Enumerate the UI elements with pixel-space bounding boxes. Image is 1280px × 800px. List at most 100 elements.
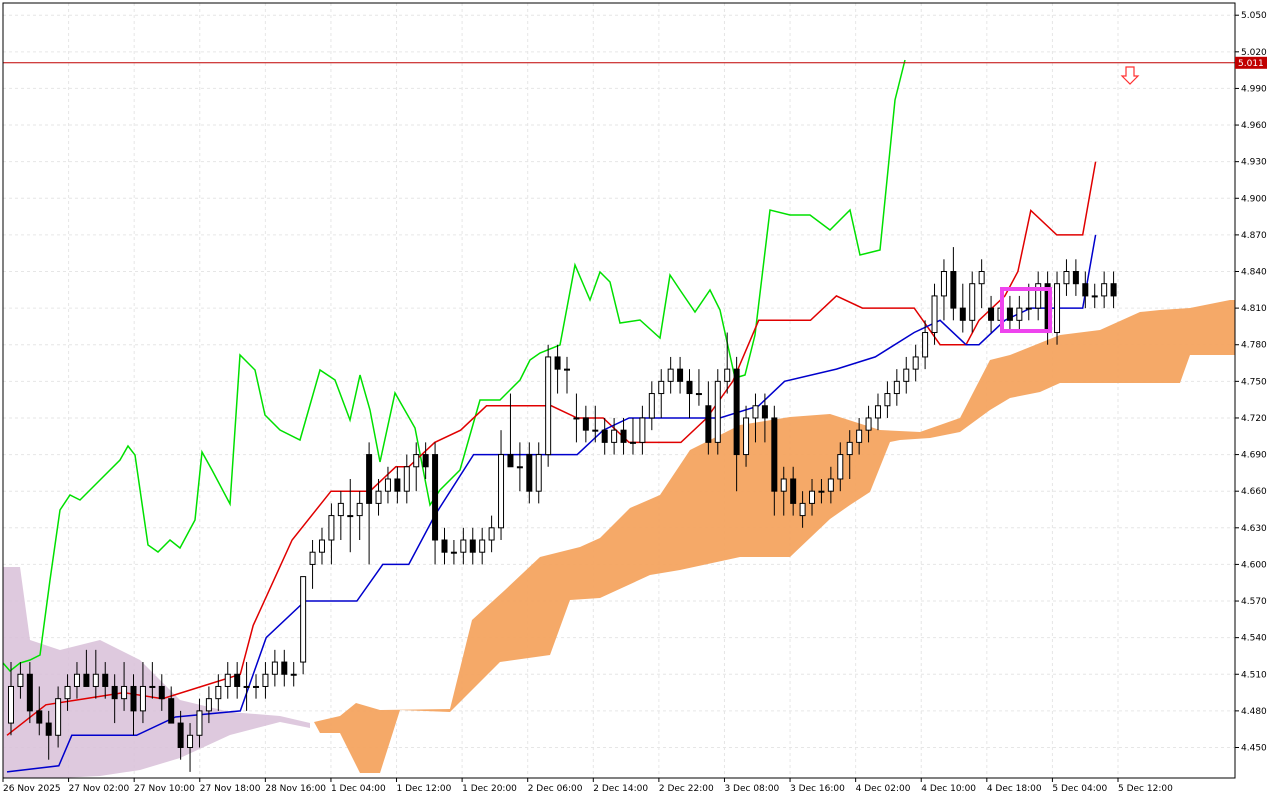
candle-down xyxy=(102,673,109,687)
highlight-box xyxy=(1000,287,1052,333)
candle-up xyxy=(903,368,910,382)
candle-up xyxy=(1016,307,1023,321)
x-tick-label: 1 Dec 20:00 xyxy=(462,784,517,794)
candle-down xyxy=(130,685,137,712)
x-tick-label: 5 Dec 04:00 xyxy=(1052,784,1107,794)
x-tick-label: 2 Dec 14:00 xyxy=(593,784,648,794)
kumo-bullish xyxy=(314,300,1235,773)
candle-up xyxy=(629,441,636,444)
candles xyxy=(8,247,1117,772)
y-tick-label: 4.600 xyxy=(1241,560,1267,570)
candle-up xyxy=(262,673,269,687)
candle-up xyxy=(139,685,146,712)
candle-up xyxy=(931,295,938,334)
candle-up xyxy=(884,393,891,407)
candle-up xyxy=(92,673,99,687)
candle-up xyxy=(912,356,919,370)
chikou-span-line xyxy=(2,59,906,673)
candle-up xyxy=(55,698,62,736)
candle-down xyxy=(554,356,561,370)
y-tick-label: 4.570 xyxy=(1241,597,1267,607)
candle-up xyxy=(564,368,570,371)
candle-up xyxy=(846,441,853,456)
y-tick-label: 4.780 xyxy=(1241,341,1267,351)
candle-up xyxy=(309,551,316,565)
gridlines xyxy=(2,3,1235,778)
candle-up xyxy=(1054,283,1061,334)
candle-up xyxy=(450,551,457,554)
candle-up xyxy=(818,490,825,493)
candle-up xyxy=(809,490,816,504)
candle-down xyxy=(469,539,476,553)
x-tick-label: 3 Dec 16:00 xyxy=(790,784,845,794)
candle-up xyxy=(413,454,420,468)
candle-up xyxy=(573,417,580,420)
current-price-label: 5.011 xyxy=(1238,59,1264,69)
candle-down xyxy=(620,429,627,443)
x-tick-label: 2 Dec 22:00 xyxy=(659,784,714,794)
candle-up xyxy=(940,271,947,297)
x-tick-label: 4 Dec 18:00 xyxy=(987,784,1042,794)
candle-up xyxy=(205,698,212,712)
candle-down xyxy=(432,454,439,541)
candle-up xyxy=(347,515,354,518)
candle-up xyxy=(639,417,646,443)
kijun-sen-line xyxy=(6,234,1097,773)
sell-signal-arrow-icon xyxy=(1120,66,1140,85)
candle-down xyxy=(158,685,165,700)
y-tick-label: 4.810 xyxy=(1241,304,1267,314)
kumo-cloud xyxy=(3,300,1235,778)
candle-down xyxy=(771,417,778,492)
candle-up xyxy=(648,393,655,419)
y-tick-label: 4.690 xyxy=(1241,451,1267,461)
tenkan-sen-line xyxy=(6,161,1097,736)
x-tick-label: 28 Nov 16:00 xyxy=(265,784,326,794)
x-tick-label: 4 Dec 10:00 xyxy=(921,784,976,794)
candle-up xyxy=(922,332,929,358)
x-tick-label: 27 Nov 02:00 xyxy=(69,784,130,794)
candle-up xyxy=(893,380,900,395)
candle-up xyxy=(969,283,976,321)
candle-up xyxy=(799,502,806,517)
candle-up xyxy=(865,417,872,431)
y-tick-label: 4.900 xyxy=(1241,194,1267,204)
candle-up xyxy=(187,734,194,748)
candle-down xyxy=(36,710,43,724)
y-tick-label: 4.930 xyxy=(1241,158,1267,168)
candle-up xyxy=(714,380,721,443)
candle-up xyxy=(592,429,599,432)
candle-up xyxy=(837,454,844,480)
candle-down xyxy=(441,539,448,553)
candle-down xyxy=(1082,283,1089,297)
candle-down xyxy=(790,478,797,504)
candle-up xyxy=(479,539,486,553)
candle-down xyxy=(281,661,288,675)
x-tick-label: 3 Dec 08:00 xyxy=(724,784,779,794)
candle-down xyxy=(1006,307,1013,321)
candle-up xyxy=(1025,307,1032,310)
candle-up xyxy=(1063,271,1070,285)
candle-up xyxy=(17,673,24,687)
candle-down xyxy=(601,429,608,443)
candle-down xyxy=(45,722,52,736)
candle-down xyxy=(111,685,118,700)
x-tick-label: 5 Dec 12:00 xyxy=(1118,784,1173,794)
candle-up xyxy=(827,478,834,492)
candle-up xyxy=(356,502,363,517)
candle-up xyxy=(253,685,260,688)
candle-up xyxy=(318,539,325,553)
candle-up xyxy=(224,673,231,687)
y-tick-label: 4.990 xyxy=(1241,84,1267,94)
candle-up xyxy=(724,368,731,382)
candle-up xyxy=(73,673,80,687)
candle-up xyxy=(384,478,391,492)
candle-down xyxy=(733,368,740,456)
candle-up xyxy=(498,454,505,529)
annotations xyxy=(3,62,1235,333)
candle-up xyxy=(978,271,985,285)
candle-up xyxy=(1091,295,1098,298)
candle-up xyxy=(375,490,382,504)
candle-up xyxy=(271,661,278,675)
candle-down xyxy=(950,271,957,309)
